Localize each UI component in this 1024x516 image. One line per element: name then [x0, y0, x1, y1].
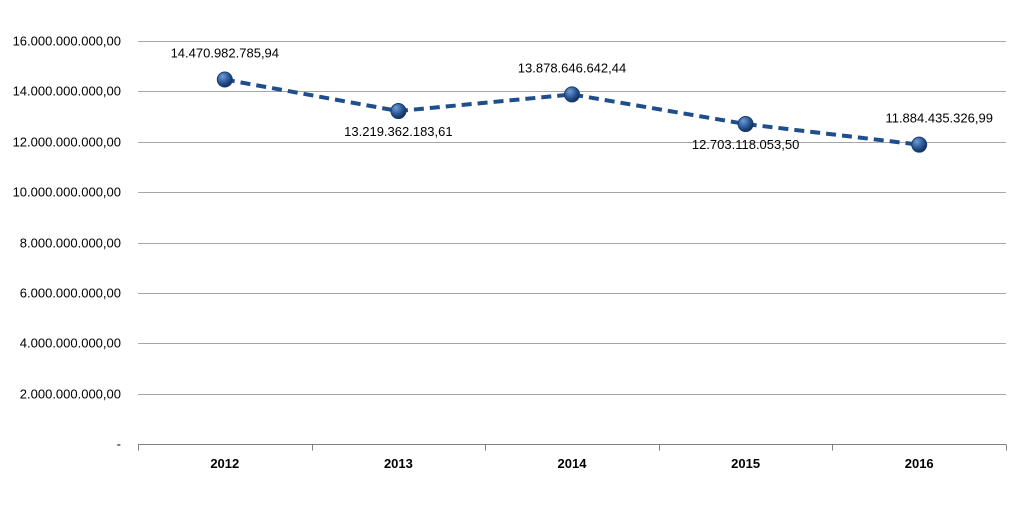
data-label: 12.703.118.053,50	[692, 137, 799, 152]
y-tick-label: -	[117, 437, 121, 452]
data-point	[390, 103, 407, 120]
x-tick-label: 2013	[384, 456, 413, 471]
x-tick-label: 2012	[210, 456, 239, 471]
data-labels: 14.470.982.785,94 13.219.362.183,61 13.878…	[171, 46, 993, 153]
y-tick-label: 8.000.000.000,00	[20, 236, 121, 251]
data-label: 13.219.362.183,61	[344, 124, 452, 139]
series-line	[224, 77, 920, 147]
data-label: 14.470.982.785,94	[171, 46, 279, 61]
y-tick-label: 2.000.000.000,00	[20, 387, 121, 402]
data-point	[564, 86, 580, 103]
data-point	[216, 71, 233, 88]
y-tick-label: 4.000.000.000,00	[20, 336, 121, 351]
data-label: 13.878.646.642,44	[518, 60, 626, 75]
y-tick-label: 14.000.000.000,00	[13, 84, 121, 99]
data-points	[216, 71, 928, 153]
x-tick-label: 2015	[731, 456, 760, 471]
data-point	[911, 136, 928, 153]
y-tick-label: 16.000.000.000,00	[13, 34, 121, 49]
x-tick-label: 2014	[558, 456, 588, 471]
data-point	[737, 116, 754, 133]
x-axis: 2012 2013 2014 2015 2016	[138, 444, 1007, 471]
x-tick-label: 2016	[905, 456, 934, 471]
gridlines	[138, 41, 1006, 395]
data-label: 11.884.435.326,99	[885, 111, 992, 126]
series-path	[224, 77, 920, 147]
y-tick-label: 6.000.000.000,00	[20, 286, 121, 301]
y-tick-label: 12.000.000.000,00	[13, 135, 121, 150]
y-tick-label: 10.000.000.000,00	[13, 185, 121, 200]
y-axis-ticks: - 2.000.000.000,00 4.000.000.000,00 6.000.0…	[13, 34, 121, 452]
